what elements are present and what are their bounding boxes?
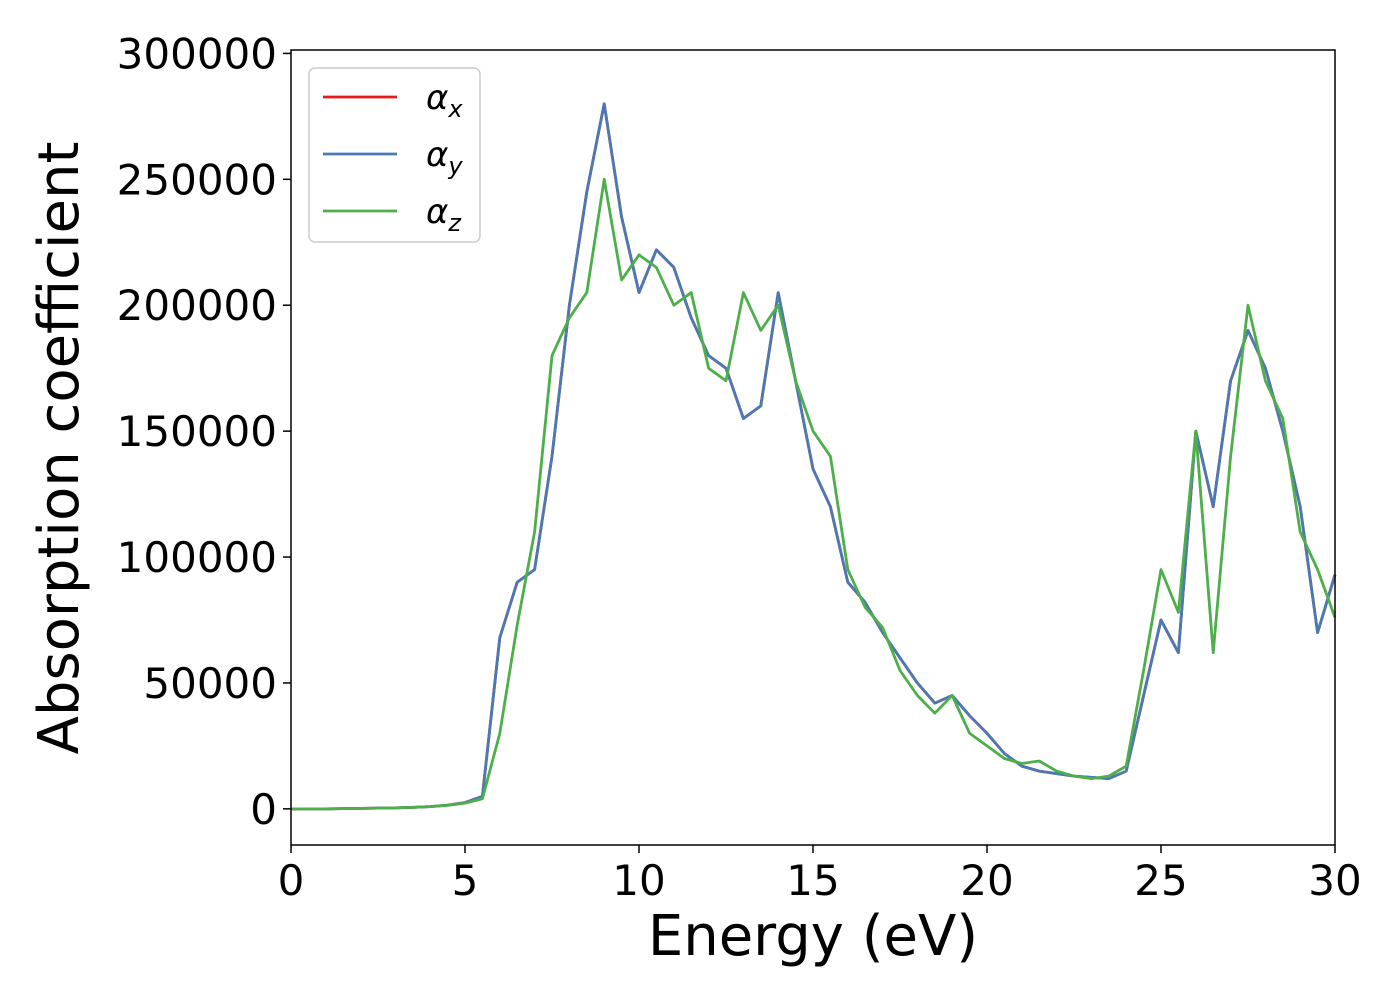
x-tick-label: 20 (960, 856, 1013, 905)
x-tick-label: 5 (452, 856, 479, 905)
data-line (291, 177, 1337, 811)
legend-label: αx (426, 78, 463, 123)
legend: αx αy αz (308, 67, 481, 243)
x-tick-label: 15 (786, 856, 839, 905)
x-tick-label: 0 (278, 856, 305, 905)
y-tick-label: 250000 (117, 155, 277, 204)
y-tick-label: 200000 (117, 281, 277, 330)
y-tick-label: 100000 (117, 533, 277, 582)
x-tick-label: 25 (1134, 856, 1187, 905)
legend-label: αy (426, 135, 463, 180)
y-tick-label: 300000 (117, 29, 277, 78)
x-tick-label: 30 (1308, 856, 1361, 905)
y-tick-label: 50000 (143, 659, 277, 708)
x-tick-label: 10 (612, 856, 665, 905)
y-tick-label: 0 (250, 785, 277, 834)
legend-label: αz (426, 192, 462, 237)
y-tick-label: 150000 (117, 407, 277, 456)
x-axis-label: Energy (eV) (648, 904, 978, 969)
plot-frame (290, 49, 1336, 846)
y-axis-label: Absorption coefficient (27, 142, 92, 755)
